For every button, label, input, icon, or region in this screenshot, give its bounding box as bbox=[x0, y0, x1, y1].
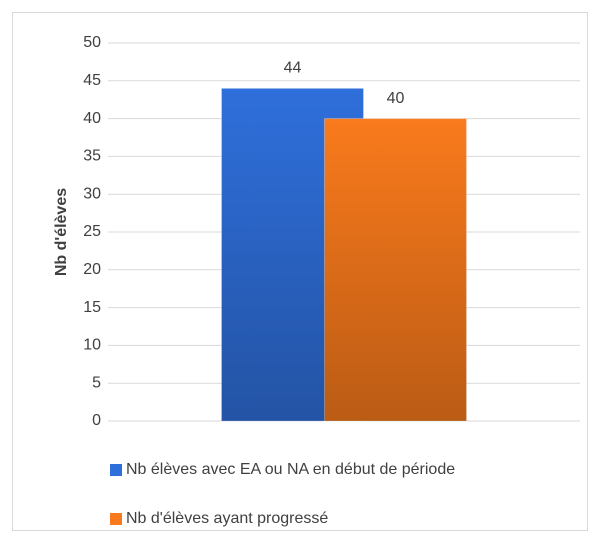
legend-swatch bbox=[110, 513, 122, 525]
y-tick-label: 35 bbox=[83, 148, 101, 165]
y-tick-label: 40 bbox=[83, 110, 101, 127]
legend-swatch bbox=[110, 464, 122, 476]
y-tick-label: 10 bbox=[83, 337, 101, 354]
y-axis-label: Nb d'élèves bbox=[53, 188, 70, 276]
data-label: 40 bbox=[387, 90, 405, 107]
y-tick-label: 30 bbox=[83, 185, 101, 202]
bar bbox=[324, 118, 467, 422]
y-tick-label: 25 bbox=[83, 223, 101, 240]
y-tick-label: 20 bbox=[83, 261, 101, 278]
legend-label: Nb d'élèves ayant progressé bbox=[126, 510, 328, 527]
y-tick-label: 0 bbox=[92, 412, 101, 429]
legend-label: Nb élèves avec EA ou NA en début de péri… bbox=[126, 461, 455, 478]
y-tick-label: 50 bbox=[83, 34, 101, 51]
data-label: 44 bbox=[284, 60, 302, 77]
y-tick-label: 15 bbox=[83, 299, 101, 316]
y-tick-label: 5 bbox=[92, 374, 101, 391]
y-tick-label: 45 bbox=[83, 72, 101, 89]
